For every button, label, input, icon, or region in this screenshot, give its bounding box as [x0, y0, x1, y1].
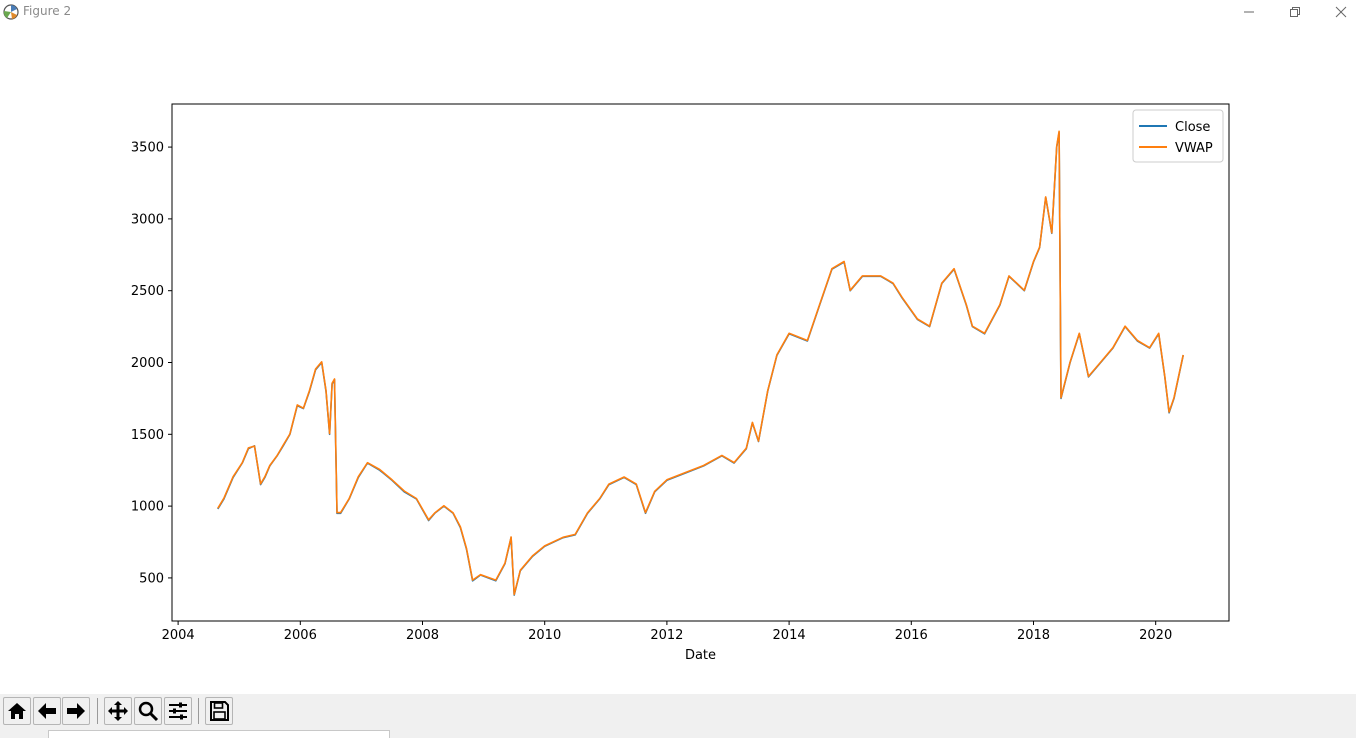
zoom-icon [138, 701, 159, 722]
y-tick-label: 2000 [131, 356, 164, 371]
save-icon [210, 701, 229, 721]
forward-button[interactable] [62, 697, 90, 725]
zoom-button[interactable] [134, 697, 162, 725]
figure-canvas[interactable]: 2004 2006 2008 2010 2012 2014 2016 2018 2020 500 1… [0, 24, 1356, 694]
x-tick-label: 2012 [650, 628, 683, 643]
back-arrow-icon [38, 703, 56, 719]
series-line-close [217, 131, 1184, 596]
save-button[interactable] [205, 697, 233, 725]
restore-button[interactable] [1272, 0, 1318, 24]
legend: Close VWAP [1132, 109, 1224, 163]
y-tick-label: 3500 [131, 141, 164, 156]
matplotlib-app-icon [2, 3, 20, 21]
line-chart: 2004 2006 2008 2010 2012 2014 2016 2018 2020 500 1… [131, 103, 1230, 663]
back-button[interactable] [33, 697, 61, 725]
x-tick-label: 2008 [406, 628, 439, 643]
toolbar-separator [198, 698, 199, 724]
close-icon [1335, 6, 1347, 18]
home-button[interactable] [3, 697, 31, 725]
navigation-toolbar [0, 694, 1356, 738]
x-tick-label: 2010 [528, 628, 561, 643]
y-tick-label: 500 [139, 571, 164, 586]
pan-icon [108, 701, 128, 721]
toolbar-separator [97, 698, 98, 724]
close-button[interactable] [1318, 0, 1356, 24]
restore-icon [1290, 7, 1300, 17]
toolbar-message-area [48, 730, 390, 738]
legend-label-vwap: VWAP [1175, 141, 1213, 156]
home-icon [8, 703, 26, 719]
configure-subplots-icon [169, 702, 187, 720]
configure-subplots-button[interactable] [164, 697, 192, 725]
forward-arrow-icon [67, 703, 85, 719]
x-tick-label: 2020 [1139, 628, 1172, 643]
x-tick-label: 2016 [895, 628, 928, 643]
x-tick-label: 2004 [162, 628, 195, 643]
legend-box [1132, 109, 1224, 163]
pan-button[interactable] [104, 697, 132, 725]
x-axis-label: Date [685, 648, 716, 663]
y-tick-label: 1500 [131, 428, 164, 443]
y-tick-label: 2500 [131, 284, 164, 299]
x-tick-label: 2006 [284, 628, 317, 643]
window-title: Figure 2 [23, 4, 72, 18]
window-titlebar: Figure 2 [0, 0, 1356, 24]
x-tick-label: 2018 [1017, 628, 1050, 643]
minimize-button[interactable] [1226, 0, 1272, 24]
series-line-vwap [217, 130, 1184, 596]
minimize-icon [1244, 11, 1254, 13]
y-tick-label: 3000 [131, 212, 164, 227]
x-tick-label: 2014 [773, 628, 806, 643]
y-tick-label: 1000 [131, 500, 164, 515]
legend-label-close: Close [1175, 120, 1210, 135]
